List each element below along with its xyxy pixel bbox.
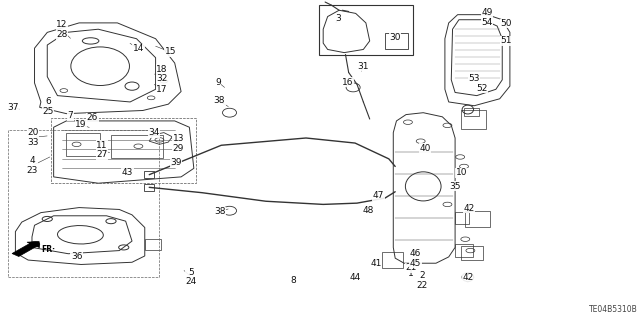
Bar (461, 246, 483, 260)
Text: 39: 39 (170, 158, 182, 167)
Text: 36: 36 (71, 252, 83, 261)
Text: 34: 34 (148, 128, 160, 137)
Text: 2
22: 2 22 (417, 271, 428, 290)
Text: 7: 7 (67, 111, 73, 120)
Text: 12
28: 12 28 (56, 20, 68, 39)
Text: 52: 52 (476, 84, 488, 93)
Text: 19: 19 (76, 120, 87, 129)
Bar (455, 244, 473, 257)
Text: 37: 37 (7, 103, 19, 112)
Bar (464, 108, 479, 116)
Text: 14: 14 (132, 44, 144, 53)
Bar (111, 135, 163, 158)
Text: 38: 38 (214, 97, 225, 106)
Text: 16: 16 (342, 78, 353, 86)
Text: 17: 17 (156, 85, 168, 94)
Bar (145, 239, 161, 250)
Bar (383, 252, 403, 268)
Bar (67, 133, 100, 156)
Text: 46
45: 46 45 (410, 249, 421, 268)
Text: 38: 38 (214, 207, 226, 216)
Text: 18
32: 18 32 (156, 65, 168, 84)
FancyArrow shape (12, 241, 40, 256)
Text: 40: 40 (419, 144, 431, 153)
Bar (465, 211, 490, 226)
Text: 21: 21 (405, 263, 417, 272)
Text: 43: 43 (122, 168, 133, 177)
Text: FR·: FR· (41, 245, 55, 255)
Text: 9: 9 (215, 78, 221, 86)
Text: 49
54: 49 54 (481, 8, 493, 26)
Text: 8: 8 (291, 276, 296, 285)
Bar (144, 183, 154, 191)
Text: 6
25: 6 25 (42, 97, 54, 116)
Bar (144, 171, 154, 178)
Text: 53: 53 (468, 74, 480, 83)
Bar (8, 130, 159, 277)
Text: TE04B5310B: TE04B5310B (589, 305, 637, 314)
Bar (385, 33, 408, 49)
Bar (51, 118, 196, 183)
Text: 4
23: 4 23 (26, 157, 38, 175)
Text: 48: 48 (362, 206, 374, 215)
Bar (455, 212, 469, 224)
Text: 1: 1 (408, 270, 414, 278)
Text: 44: 44 (349, 273, 361, 282)
Text: 10: 10 (456, 168, 467, 177)
Text: 5
24: 5 24 (186, 268, 197, 286)
Text: 13
29: 13 29 (173, 134, 184, 153)
Bar (461, 110, 486, 129)
Text: 47: 47 (373, 191, 384, 200)
Text: 3: 3 (335, 14, 340, 23)
Text: 41: 41 (371, 259, 382, 268)
Text: 20
33: 20 33 (28, 128, 39, 147)
Text: 50: 50 (500, 19, 512, 28)
Text: 15: 15 (164, 48, 176, 56)
Bar (319, 5, 413, 55)
Text: 30: 30 (390, 33, 401, 42)
Text: 35: 35 (449, 182, 461, 191)
Text: 26: 26 (87, 113, 98, 122)
Text: 11
27: 11 27 (96, 141, 108, 160)
Text: 42: 42 (462, 273, 474, 282)
Text: 31: 31 (358, 62, 369, 71)
Text: 51: 51 (500, 36, 512, 45)
Text: 42: 42 (463, 204, 475, 213)
